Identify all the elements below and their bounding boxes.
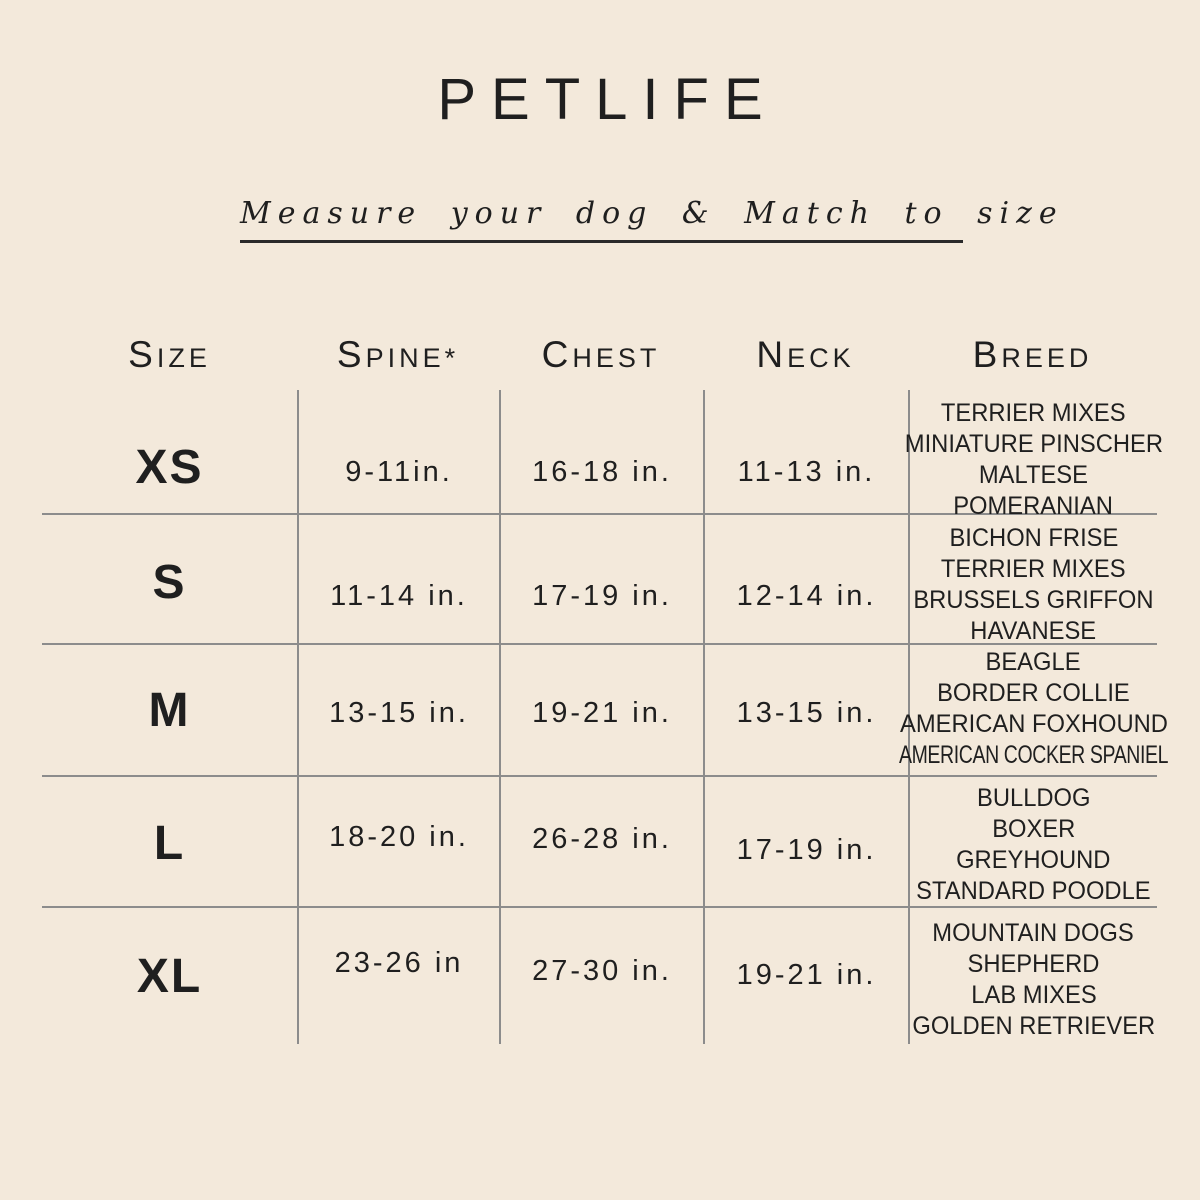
table-row-m: M 13-15 in. 19-21 in. 13-15 in. BEAGLE B… [42, 645, 1168, 777]
breed-item: BORDER COLLIE [937, 679, 1130, 707]
breed-item: HAVANESE [970, 617, 1097, 645]
breed-item: BULLDOG [976, 784, 1091, 812]
chest-value: 16-18 in. [532, 455, 672, 488]
chest-value: 17-19 in. [532, 579, 672, 612]
breed-cell: TERRIER MIXES MINIATURE PINSCHER MALTESE… [904, 390, 1163, 524]
breed-item: POMERANIAN [953, 492, 1114, 520]
chest-value: 19-21 in. [532, 696, 672, 729]
chest-value: 27-30 in. [532, 954, 672, 987]
spine-value: 18-20 in. [329, 820, 469, 853]
subtitle-underline: Measure your dog & Match to size [240, 196, 1057, 243]
spine-cell: 18-20 in. [297, 777, 499, 909]
chest-cell: 27-30 in. [499, 908, 703, 1044]
brand-title: PETLIFE [437, 67, 778, 132]
size-label: M [148, 683, 191, 737]
table-row-s: S 11-14 in. 17-19 in. 12-14 in. BICHON F… [42, 515, 1157, 649]
spine-value: 9-11in. [345, 455, 453, 488]
breed-item: STANDARD POODLE [916, 877, 1151, 905]
spine-cell: 11-14 in. [297, 515, 499, 649]
table-row-xs: XS 9-11in. 16-18 in. 11-13 in. TERRIER M… [42, 390, 1163, 524]
column-header-spine: Spine* [336, 334, 460, 375]
breed-item: GREYHOUND [956, 846, 1111, 874]
breed-item: BOXER [991, 815, 1076, 843]
breed-item: LAB MIXES [970, 981, 1097, 1009]
neck-value: 19-21 in. [736, 958, 877, 991]
breed-item: GOLDEN RETRIEVER [912, 1012, 1155, 1040]
chest-cell: 26-28 in. [499, 777, 703, 909]
neck-cell: 11-13 in. [703, 390, 908, 524]
table-row-xl: XL 23-26 in 27-30 in. 19-21 in. MOUNTAIN… [42, 908, 1157, 1044]
breed-item: TERRIER MIXES [941, 555, 1126, 583]
size-cell: XL [42, 908, 297, 1044]
size-label: S [152, 555, 187, 609]
neck-value: 17-19 in. [736, 833, 877, 866]
breed-item: MINIATURE PINSCHER [904, 430, 1163, 458]
chest-cell: 16-18 in. [499, 390, 703, 524]
breed-item: BEAGLE [985, 648, 1082, 676]
column-header-chest: Chest [541, 334, 661, 375]
size-cell: S [42, 515, 297, 649]
neck-value: 11-13 in. [737, 455, 876, 488]
breed-item: SHEPHERD [967, 950, 1100, 978]
spine-value: 11-14 in. [330, 579, 468, 612]
spine-cell: 13-15 in. [297, 645, 499, 775]
size-cell: XS [42, 390, 297, 524]
subtitle-text: Measure your dog & Match to size [240, 196, 1064, 231]
neck-cell: 19-21 in. [703, 908, 908, 1044]
column-header-neck: Neck [756, 334, 855, 375]
neck-value: 13-15 in. [736, 696, 877, 729]
neck-cell: 17-19 in. [703, 777, 908, 909]
size-cell: L [42, 777, 297, 909]
breed-cell: BULLDOG BOXER GREYHOUND STANDARD POODLE [908, 777, 1157, 909]
table-row-l: L 18-20 in. 26-28 in. 17-19 in. BULLDOG … [42, 777, 1157, 909]
column-header-size: Size [128, 334, 211, 375]
breed-item: MOUNTAIN DOGS [932, 919, 1135, 947]
breed-item: TERRIER MIXES [941, 399, 1126, 427]
spine-cell: 9-11in. [297, 390, 499, 524]
neck-value: 12-14 in. [736, 579, 877, 612]
size-table: Size Spine* Chest Neck Breed XS 9-11in. … [42, 320, 1168, 1044]
column-header-breed: Breed [972, 334, 1093, 375]
size-label: XS [135, 440, 204, 494]
breed-cell: BICHON FRISE TERRIER MIXES BRUSSELS GRIF… [908, 515, 1157, 649]
chest-cell: 17-19 in. [499, 515, 703, 649]
neck-cell: 13-15 in. [703, 645, 908, 775]
breed-item: AMERICAN FOXHOUND [899, 710, 1168, 738]
chest-value: 26-28 in. [532, 822, 672, 855]
spine-cell: 23-26 in [297, 908, 499, 1044]
breed-item: MALTESE [978, 461, 1089, 489]
breed-item: BRUSSELS GRIFFON [913, 586, 1154, 614]
size-label: L [153, 816, 186, 870]
size-cell: M [42, 645, 297, 775]
table-header-row: Size Spine* Chest Neck Breed [42, 320, 1157, 390]
breed-cell: BEAGLE BORDER COLLIE AMERICAN FOXHOUND A… [899, 645, 1168, 775]
neck-cell: 12-14 in. [703, 515, 908, 649]
breed-item: BICHON FRISE [949, 524, 1118, 552]
chest-cell: 19-21 in. [499, 645, 703, 775]
spine-value: 23-26 in [334, 946, 464, 979]
breed-item: AMERICAN COCKER SPANIEL [898, 741, 1169, 769]
breed-cell: MOUNTAIN DOGS SHEPHERD LAB MIXES GOLDEN … [908, 908, 1157, 1044]
size-label: XL [136, 949, 203, 1003]
spine-value: 13-15 in. [329, 696, 469, 729]
